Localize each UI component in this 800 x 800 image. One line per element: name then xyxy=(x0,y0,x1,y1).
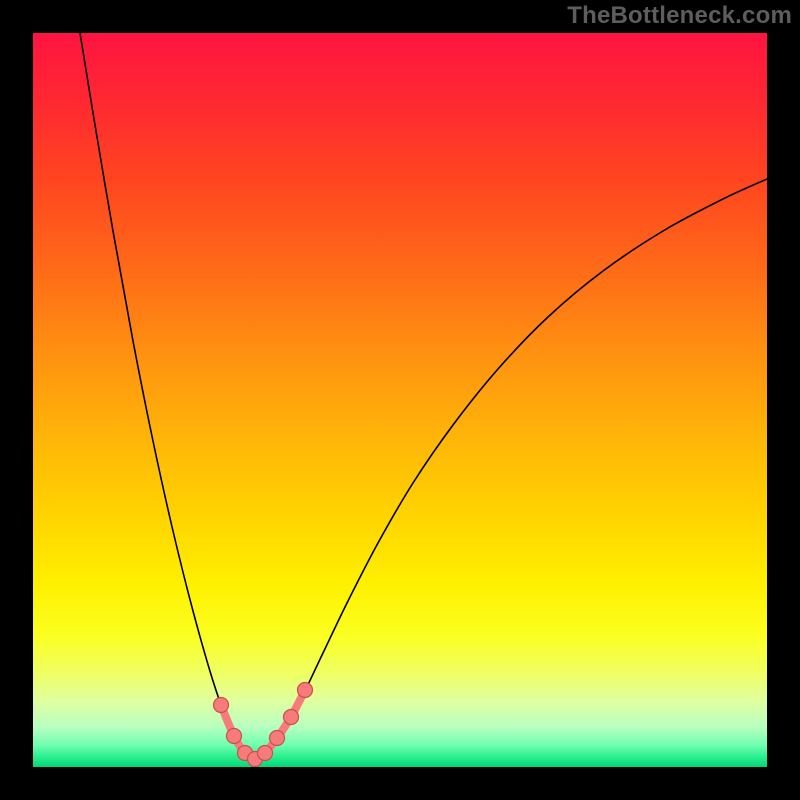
marker-dot xyxy=(298,683,313,698)
marker-dot xyxy=(258,746,273,761)
watermark-text: TheBottleneck.com xyxy=(567,2,792,30)
marker-dot xyxy=(284,710,299,725)
marker-dot xyxy=(270,731,285,746)
marker-dot xyxy=(227,729,242,744)
plot-background xyxy=(33,33,767,767)
bottleneck-chart xyxy=(0,0,800,800)
marker-dot xyxy=(214,698,229,713)
chart-frame: TheBottleneck.com xyxy=(0,0,800,800)
